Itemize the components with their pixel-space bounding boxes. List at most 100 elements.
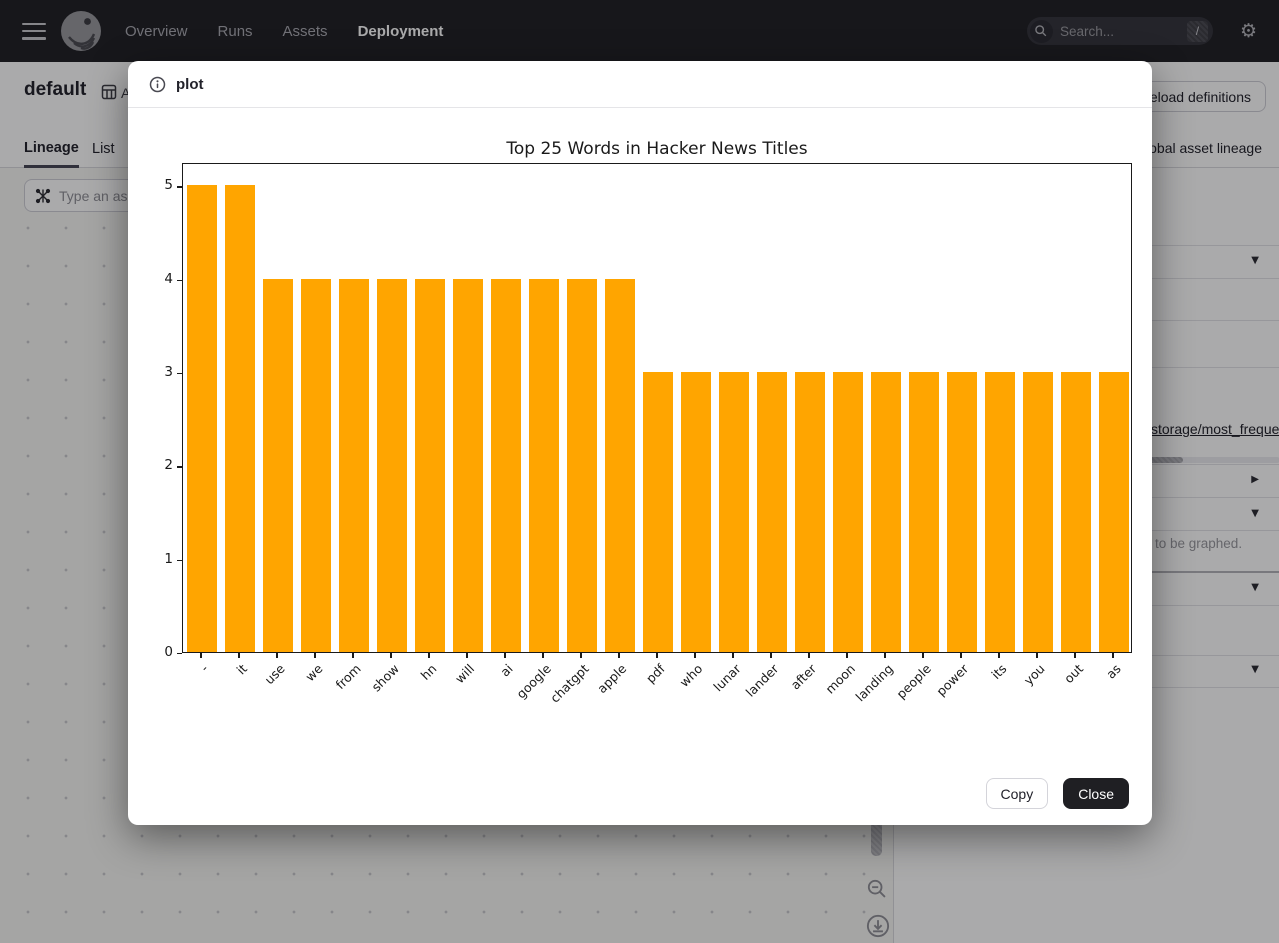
x-tick: [238, 653, 240, 658]
x-tick-label-from: from: [332, 661, 364, 693]
bar-you: [1022, 372, 1054, 652]
tab-lineage-label: Lineage: [24, 139, 79, 156]
modal-footer: Copy Close: [985, 778, 1129, 809]
bar-show: [376, 278, 408, 652]
bar-google: [528, 278, 560, 652]
bar-hn: [414, 278, 446, 652]
page-title: default: [24, 79, 87, 100]
chevron-down-icon[interactable]: ▼: [1251, 255, 1259, 266]
x-tick-label-use: use: [261, 661, 288, 688]
bar-lunar: [718, 372, 750, 652]
zoom-slider[interactable]: [871, 812, 882, 856]
storage-path-link[interactable]: storage/most_frequent_words: [1151, 421, 1279, 437]
x-tick-label-pdf: pdf: [642, 661, 668, 686]
panel-note: to be graphed.: [1155, 536, 1243, 551]
bar-moon: [832, 372, 864, 652]
bar-who: [680, 372, 712, 652]
x-tick-label-after: after: [788, 661, 820, 693]
x-tick: [580, 653, 582, 658]
zoom-out-icon[interactable]: [866, 878, 888, 900]
bar-use: [262, 278, 294, 652]
x-tick-label-will: will: [452, 661, 478, 687]
nav-item-runs[interactable]: Runs: [217, 22, 253, 40]
x-tick: [276, 653, 278, 658]
chart-region: Top 25 Words in Hacker News Titles - it us…: [128, 108, 1152, 758]
y-tick: [177, 653, 182, 655]
dagster-logo[interactable]: [61, 11, 101, 51]
close-button[interactable]: Close: [1063, 778, 1129, 809]
bar-will: [452, 278, 484, 652]
hamburger-menu-icon[interactable]: [22, 22, 46, 40]
chart-title: Top 25 Words in Hacker News Titles: [506, 139, 808, 159]
tab-list-label: List: [92, 141, 115, 157]
y-tick: [177, 279, 182, 281]
y-tick: [177, 186, 182, 188]
x-tick-label-we: we: [302, 661, 326, 685]
x-tick: [1036, 653, 1038, 658]
x-tick-label-show: show: [368, 661, 402, 695]
y-tick: [177, 466, 182, 468]
tab-lineage[interactable]: Lineage: [24, 130, 79, 168]
tab-list[interactable]: List: [92, 130, 115, 168]
panel-scrollbar-thumb[interactable]: [1147, 457, 1183, 463]
x-tick: [998, 653, 1000, 658]
copy-button[interactable]: Copy: [985, 778, 1049, 809]
asset-graph-icon: [35, 188, 51, 204]
x-tick-label-landing: landing: [852, 661, 896, 705]
x-tick: [960, 653, 962, 658]
bar-its: [984, 372, 1016, 652]
x-tick: [390, 653, 392, 658]
bar-we: [300, 278, 332, 652]
bar-after: [794, 372, 826, 652]
triangle-right-icon[interactable]: ▶: [1251, 474, 1259, 485]
y-tick-label-1: 1: [164, 550, 173, 567]
x-tick: [352, 653, 354, 658]
x-tick-label-lunar: lunar: [710, 661, 744, 695]
nav-item-deployment[interactable]: Deployment: [357, 22, 444, 40]
nav-item-assets[interactable]: Assets: [282, 22, 328, 40]
chevron-down-icon[interactable]: ▼: [1251, 582, 1259, 593]
modal-header: plot: [128, 61, 1152, 108]
x-tick: [732, 653, 734, 658]
x-tick: [200, 653, 202, 658]
slash-shortcut-badge: /: [1186, 20, 1208, 42]
search-placeholder: Search...: [1059, 23, 1114, 39]
x-tick-label-moon: moon: [821, 661, 858, 697]
x-tick: [922, 653, 924, 658]
download-icon[interactable]: [866, 914, 890, 938]
search-icon: [1029, 19, 1053, 43]
chevron-down-icon[interactable]: ▼: [1251, 508, 1259, 519]
x-tick: [314, 653, 316, 658]
bar-people: [908, 372, 940, 652]
gear-icon[interactable]: ⚙: [1239, 19, 1257, 42]
y-tick-label-5: 5: [164, 177, 173, 194]
x-tick: [1074, 653, 1076, 658]
chevron-down-icon[interactable]: ▼: [1251, 664, 1259, 675]
bar--: [186, 185, 218, 652]
bar-chatgpt: [566, 278, 598, 652]
x-tick-label-lander: lander: [742, 661, 782, 700]
nav-item-overview[interactable]: Overview: [125, 22, 188, 40]
bar-lander: [756, 372, 788, 652]
x-tick: [656, 653, 658, 658]
x-tick-label-as: as: [1102, 661, 1124, 682]
bar-ai: [490, 278, 522, 652]
bar-as: [1098, 372, 1130, 652]
bar-it: [224, 185, 256, 652]
x-tick: [694, 653, 696, 658]
navbar-menu: Overview Runs Assets Deployment: [125, 23, 443, 40]
panel-scrollbar[interactable]: [1147, 457, 1279, 463]
x-tick: [504, 653, 506, 658]
x-tick-label-people: people: [893, 661, 934, 702]
x-tick: [618, 653, 620, 658]
y-tick: [177, 373, 182, 375]
x-tick: [428, 653, 430, 658]
x-tick: [770, 653, 772, 658]
x-tick-label--: -: [197, 661, 212, 675]
global-search-input[interactable]: Search... /: [1026, 17, 1213, 45]
global-asset-lineage-link[interactable]: Global asset lineage: [1135, 140, 1262, 156]
x-tick-label-you: you: [1020, 661, 1048, 688]
x-tick-label-power: power: [933, 661, 972, 699]
plot-area: [182, 163, 1132, 653]
bar-pdf: [642, 372, 674, 652]
